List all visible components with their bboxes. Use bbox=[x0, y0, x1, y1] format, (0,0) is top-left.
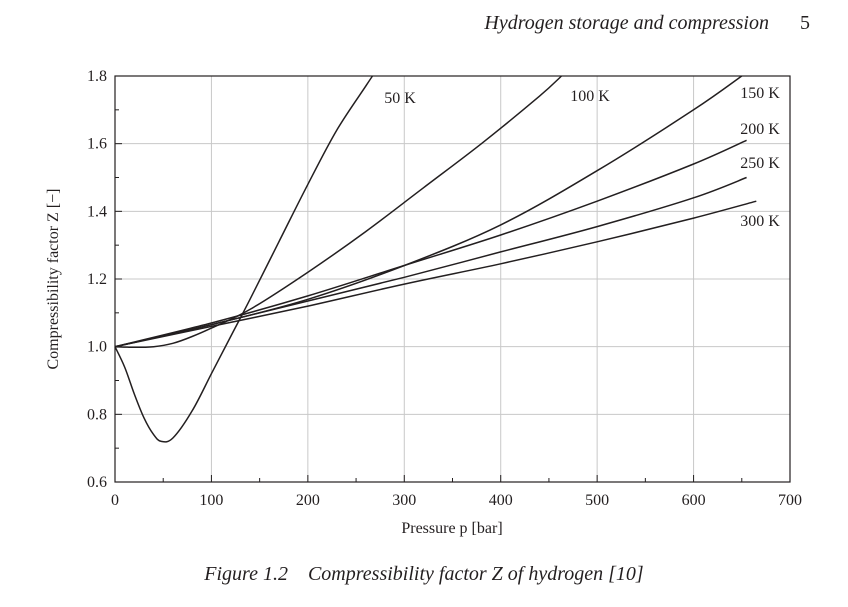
series-labels: 50 K 100 K 150 K 200 K 250 K 300 K bbox=[384, 85, 780, 230]
y-tick-label: 1.6 bbox=[87, 136, 107, 153]
x-axis-label: Pressure p [bar] bbox=[401, 520, 502, 537]
series-label-200k: 200 K bbox=[740, 121, 780, 138]
series-label-100k: 100 K bbox=[570, 88, 610, 105]
plot-frame bbox=[114, 75, 791, 483]
y-tick-label: 0.6 bbox=[87, 474, 107, 491]
running-head: Hydrogen storage and compression 5 bbox=[0, 12, 810, 35]
y-tick-label: 1.2 bbox=[87, 271, 107, 288]
x-tick-label: 200 bbox=[296, 492, 320, 509]
x-tick-label: 400 bbox=[489, 492, 513, 509]
x-tick-label: 600 bbox=[682, 492, 706, 509]
figure-caption-text: Compressibility factor Z of hydrogen [10… bbox=[307, 563, 644, 585]
x-tick-label: 300 bbox=[392, 492, 416, 509]
page-number: 5 bbox=[800, 12, 810, 34]
compressibility-chart: 0 100 200 300 400 500 600 700 0.6 0.8 1.0 1.2 1.4 1.6… bbox=[45, 68, 802, 537]
grid bbox=[115, 76, 790, 482]
series-line-50k bbox=[114, 75, 374, 443]
series-line-100k bbox=[114, 75, 563, 349]
x-tick-label: 700 bbox=[778, 492, 802, 509]
series-label-250k: 250 K bbox=[740, 155, 780, 172]
x-tick-label: 0 bbox=[111, 492, 119, 509]
series-label-300k: 300 K bbox=[740, 213, 780, 230]
y-tick-label: 0.8 bbox=[87, 406, 107, 423]
series-line-300k bbox=[114, 200, 757, 348]
series-label-150k: 150 K bbox=[740, 85, 780, 102]
y-axis-label: Compressibility factor Z [−] bbox=[45, 189, 62, 370]
series-lines bbox=[114, 75, 757, 443]
figure-caption-label: Figure 1.2 bbox=[204, 563, 288, 585]
x-tick-label: 500 bbox=[585, 492, 609, 509]
figure-caption: Figure 1.2 Compressibility factor Z of hy… bbox=[0, 563, 848, 586]
series-line-250k bbox=[114, 176, 747, 348]
series-line-200k bbox=[114, 139, 747, 348]
x-tick-label: 100 bbox=[199, 492, 223, 509]
y-tick-label: 1.0 bbox=[87, 339, 107, 356]
y-tick-label: 1.8 bbox=[87, 68, 107, 85]
y-tick-label: 1.4 bbox=[87, 203, 107, 220]
tick-labels: 0 100 200 300 400 500 600 700 0.6 0.8 1.0 1.2 1.4 1.6… bbox=[87, 68, 802, 509]
series-label-50k: 50 K bbox=[384, 90, 416, 107]
running-head-title: Hydrogen storage and compression bbox=[484, 12, 769, 34]
